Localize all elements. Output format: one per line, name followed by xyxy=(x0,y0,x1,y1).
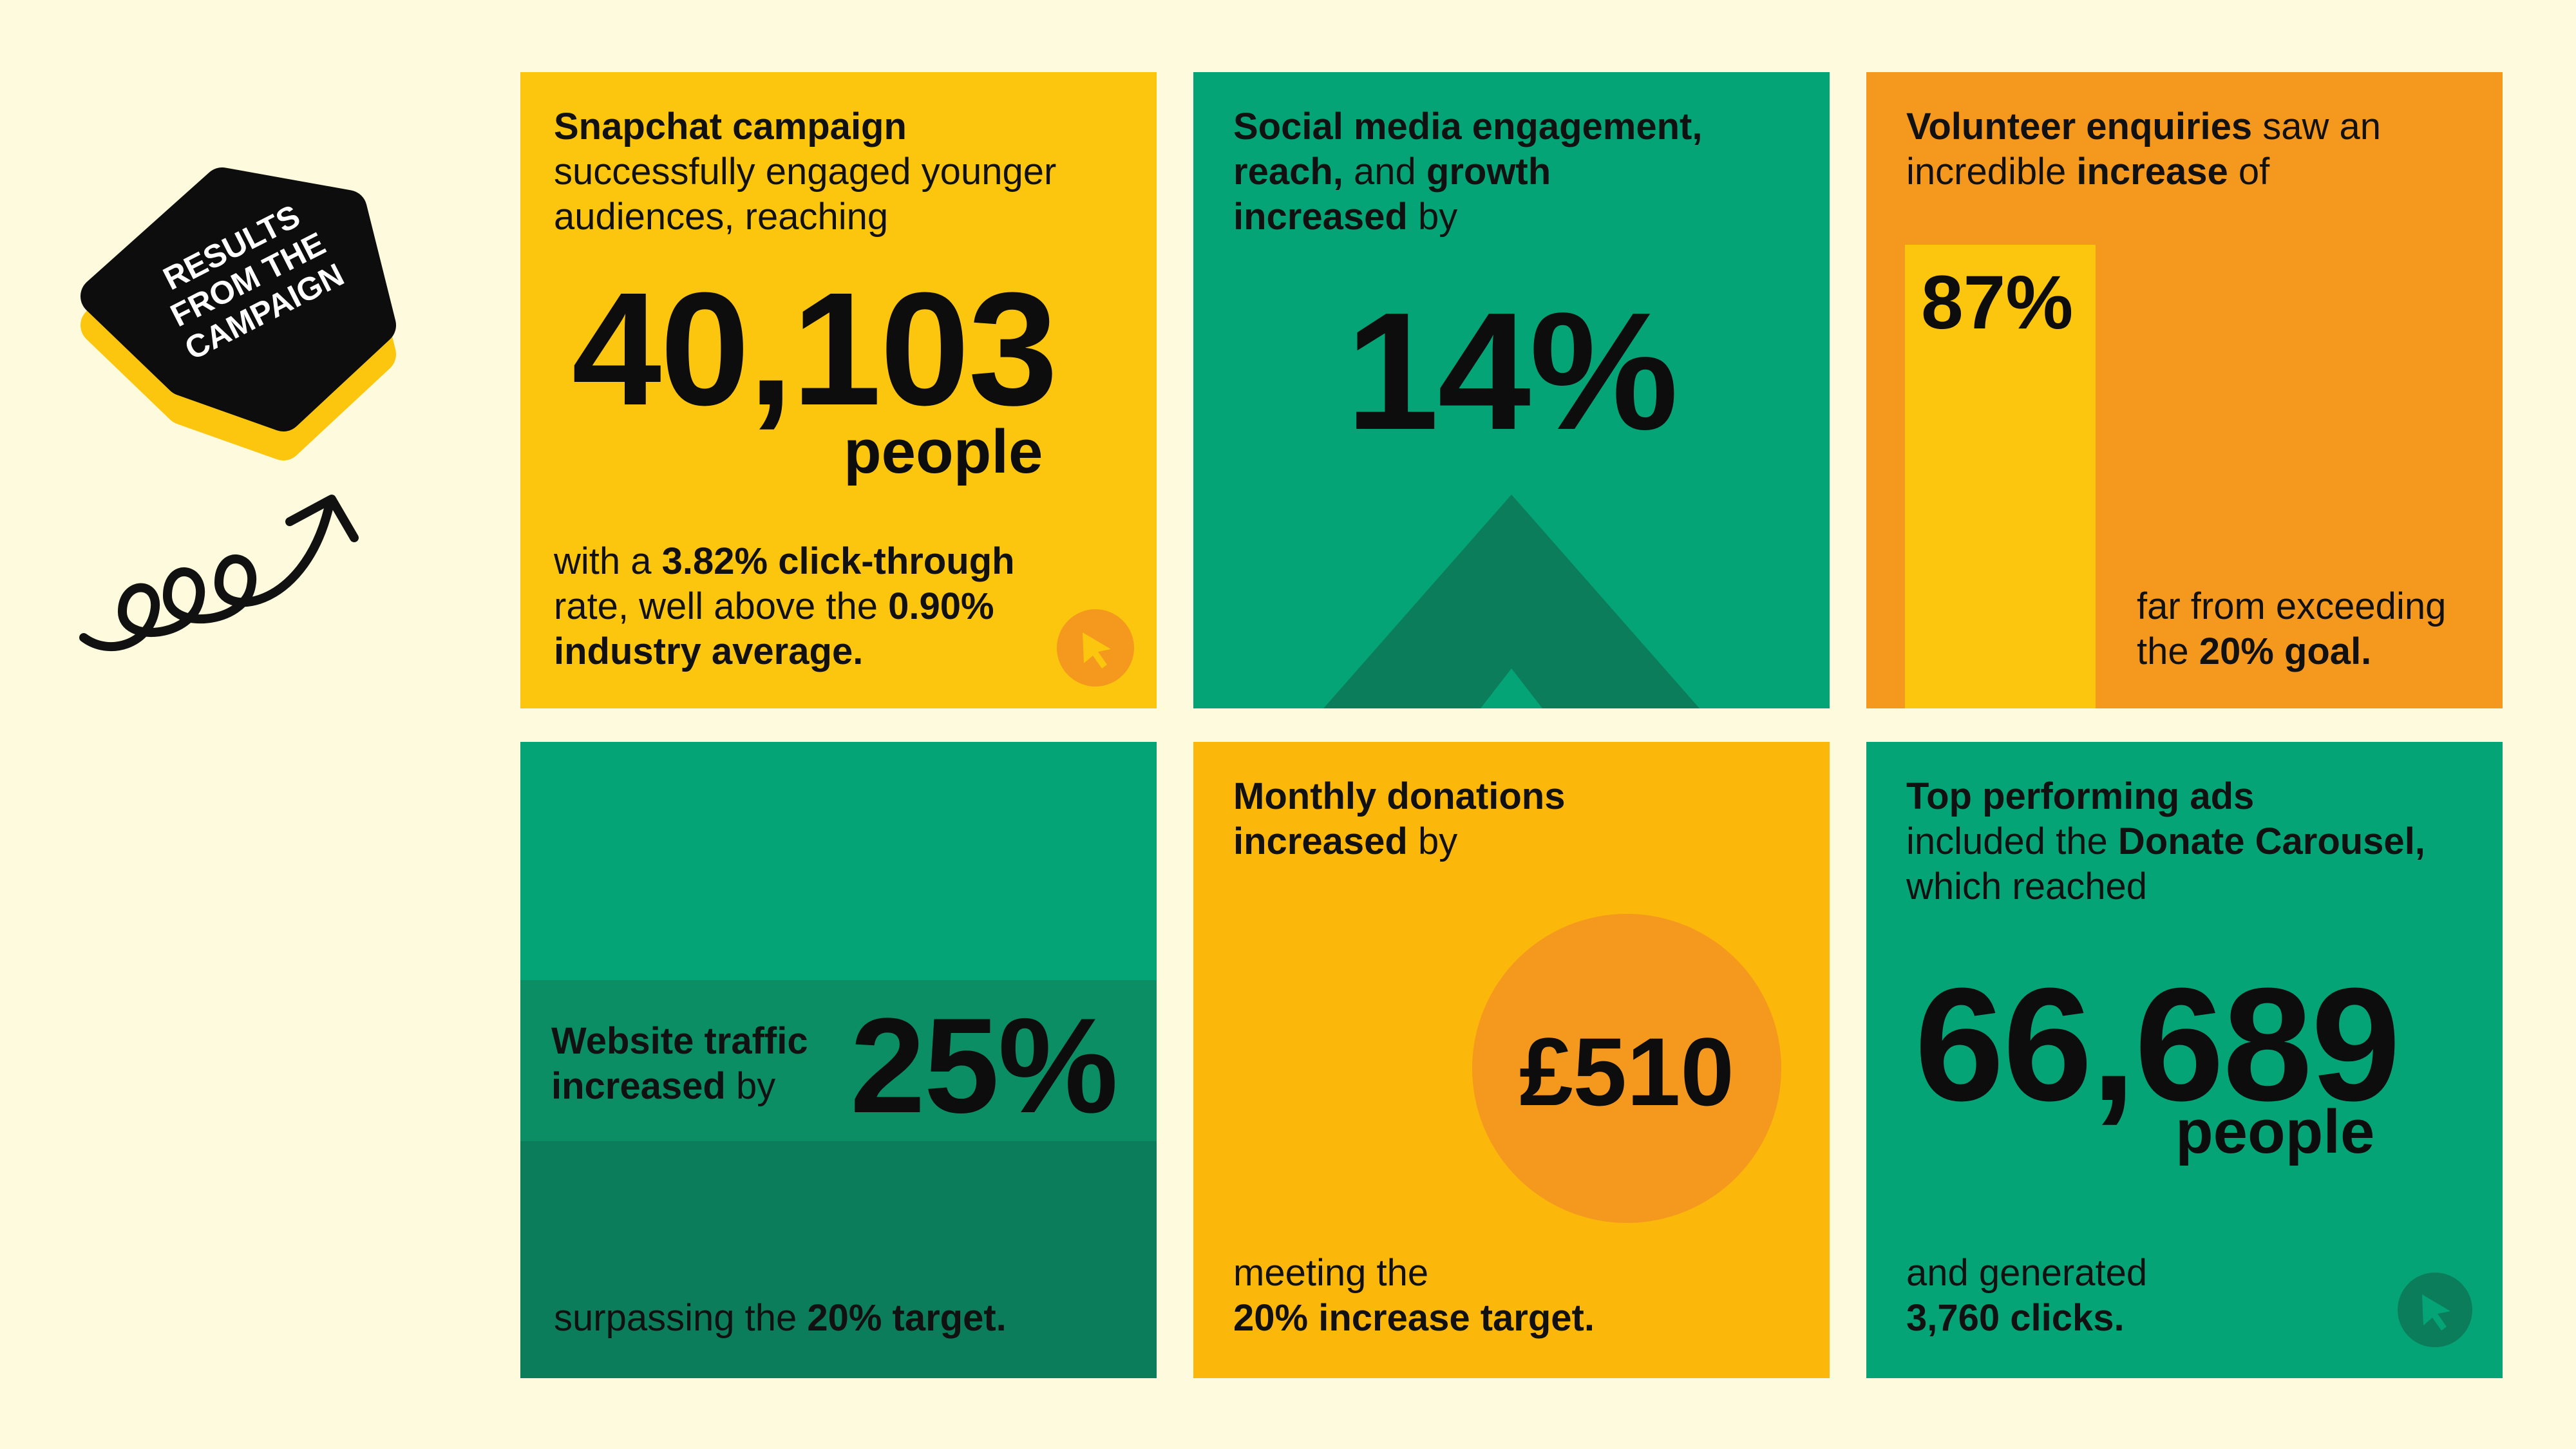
ads-heading-text-1: included the xyxy=(1906,820,2118,862)
donations-big-number: £510 xyxy=(1519,1018,1734,1126)
social-big-number: 14% xyxy=(1345,278,1678,465)
cursor-icon xyxy=(2398,1273,2472,1347)
social-heading-text-2: by xyxy=(1407,196,1458,238)
donations-card: Monthly donations increased by £510 meet… xyxy=(1193,742,1830,1378)
website-lower-panel xyxy=(520,1141,1157,1378)
campaign-badge: RESULTS FROM THE CAMPAIGN xyxy=(77,129,412,464)
snapchat-heading-text: successfully engaged younger audiences, … xyxy=(554,151,1057,238)
squiggle-arrow-icon xyxy=(79,495,359,652)
volunteer-footer-text: far from exceeding the xyxy=(2137,585,2447,672)
snapchat-ctr: 3.82% click-through xyxy=(661,540,1015,582)
snapchat-big-number: 40,103 xyxy=(572,259,1058,439)
snapchat-card: Snapchat campaign successfully engaged y… xyxy=(520,72,1157,708)
ads-footer-text: and generated xyxy=(1906,1252,2148,1294)
snapchat-industry-rate: 0.90% xyxy=(888,585,994,627)
snapchat-unit: people xyxy=(844,417,1043,486)
snapchat-footer-text-3: industry average. xyxy=(554,630,864,672)
social-heading-bold-3: growth xyxy=(1426,151,1551,193)
donations-circle xyxy=(1472,914,1781,1223)
ads-heading-bold-1: Top performing ads xyxy=(1906,775,2255,817)
volunteer-goal: 20% goal. xyxy=(2199,630,2372,672)
ads-clicks: 3,760 clicks. xyxy=(1906,1297,2125,1339)
website-heading-text: by xyxy=(725,1065,776,1107)
donations-heading-bold-2: increased xyxy=(1233,820,1408,862)
volunteer-heading-text-1: saw an incredible xyxy=(1906,106,2382,193)
volunteer-heading-bold-2: increase xyxy=(2076,151,2228,193)
ads-card: Top performing ads included the Donate C… xyxy=(1866,742,2503,1378)
ads-heading-text-2: which reached xyxy=(1906,866,2147,907)
social-heading-bold-4: increased xyxy=(1233,196,1408,238)
ads-unit: people xyxy=(2175,1097,2375,1166)
donations-footer-text: meeting the xyxy=(1233,1252,1429,1294)
volunteer-bar xyxy=(1905,245,2096,708)
volunteer-card: Volunteer enquiries saw an incredible in… xyxy=(1866,72,2503,708)
cursor-icon xyxy=(1057,609,1134,687)
social-card: Social media engagement, reach, and grow… xyxy=(1193,72,1830,708)
snapchat-heading-bold: Snapchat campaign xyxy=(554,106,907,147)
social-heading-bold-1: Social media engagement, xyxy=(1233,106,1703,147)
website-heading-bold-2: increased xyxy=(551,1065,726,1107)
donations-target: 20% increase target. xyxy=(1233,1297,1595,1339)
badge-shape xyxy=(80,167,396,460)
website-big-number: 25% xyxy=(850,990,1118,1141)
ads-big-number: 66,689 xyxy=(1915,954,2401,1134)
donations-heading-bold-1: Monthly donations xyxy=(1233,775,1566,817)
website-card: Website traffic increased by 25% surpass… xyxy=(520,742,1157,1378)
website-heading-bold-1: Website traffic xyxy=(551,1020,808,1062)
volunteer-bar-label: 87% xyxy=(1921,260,2074,345)
website-band xyxy=(520,980,1157,1141)
social-heading-text-1: and xyxy=(1343,151,1426,193)
ads-heading-bold-2: Donate Carousel, xyxy=(2117,820,2425,862)
volunteer-heading-bold-1: Volunteer enquiries xyxy=(1906,106,2253,147)
website-target: 20% target. xyxy=(807,1297,1007,1339)
snapchat-footer-text-2: rate, well above the xyxy=(554,585,889,627)
website-footer-text: surpassing the xyxy=(554,1297,808,1339)
social-heading-bold-2: reach, xyxy=(1233,151,1343,193)
volunteer-heading-text-2: of xyxy=(2228,151,2270,193)
donations-heading-text: by xyxy=(1407,820,1458,862)
up-arrow-icon xyxy=(1323,495,1700,708)
snapchat-footer-text-1: with a xyxy=(554,540,662,582)
